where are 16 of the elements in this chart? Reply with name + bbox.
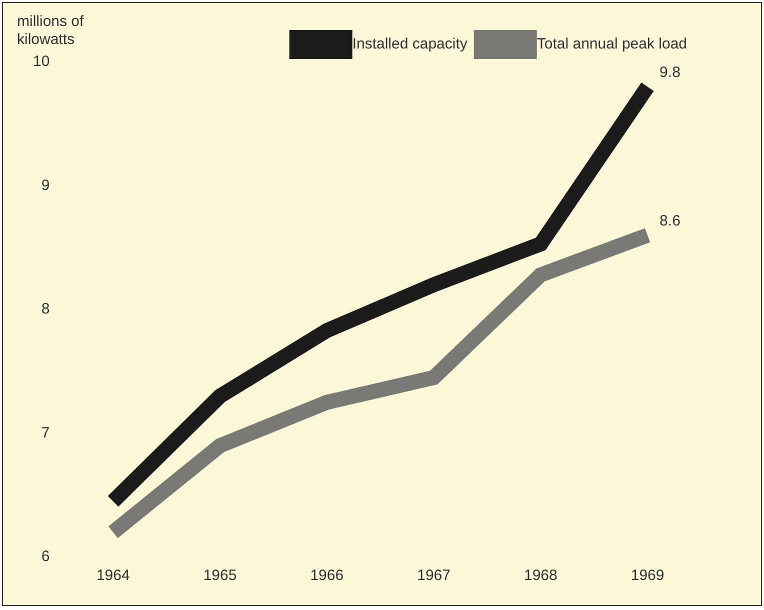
data-label: 9.8: [660, 64, 680, 81]
x-tick-label: 1968: [524, 567, 558, 584]
x-tick-label: 1967: [417, 567, 450, 584]
data-label: 8.6: [660, 212, 680, 230]
x-tick-label: 1964: [96, 567, 130, 584]
y-tick-label: 8: [41, 300, 50, 318]
y-axis-title: millions of kilowatts: [17, 13, 85, 49]
y-tick-label: 6: [41, 548, 50, 566]
legend-label: Installed capacity: [352, 36, 468, 53]
x-tick-label: 1965: [203, 567, 237, 584]
legend-label: Total annual peak load: [536, 36, 688, 53]
x-tick-label: 1969: [630, 567, 664, 584]
x-tick-label: 1966: [310, 567, 344, 584]
y-tick-label: 7: [41, 424, 50, 442]
y-tick-label: 10: [32, 53, 50, 70]
y-tick-label: 9: [41, 176, 50, 194]
